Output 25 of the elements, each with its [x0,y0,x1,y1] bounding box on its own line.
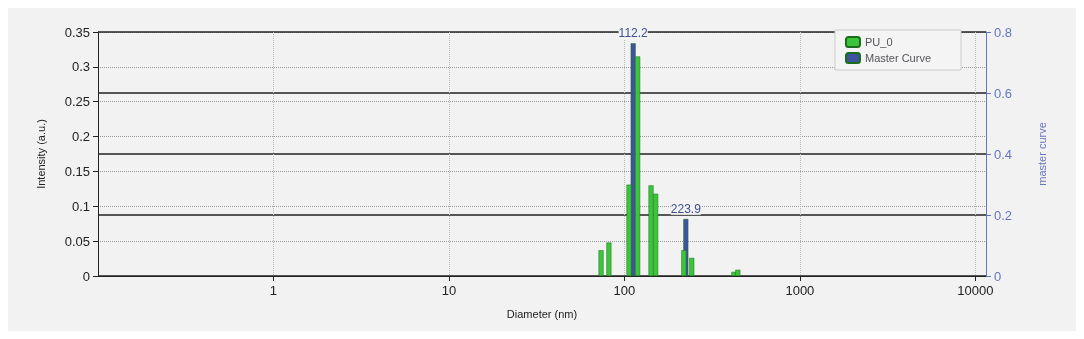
y2-tick-label: 0 [994,268,1002,284]
y-tick-label: 0.15 [64,163,90,179]
y2-axis-title: master curve [1035,122,1048,186]
y-tick-label: 0.1 [71,198,90,214]
x-tick-label: 10000 [957,283,994,298]
x-axis-title: Diameter (nm) [506,307,578,320]
legend-label: Master Curve [864,52,932,64]
y2-tick-label: 0.4 [994,146,1013,162]
annotation: 112.2 [618,26,649,41]
y-tick-label: 0 [82,268,90,284]
x-tick-label: 100 [613,283,636,298]
x-tick-label: 1000 [785,283,815,298]
y-tick-label: 0.25 [64,94,90,110]
annotation: 223.9 [670,201,702,216]
y2-tick-label: 0.8 [994,24,1013,40]
legend-label: PU_0 [864,36,893,48]
y2-tick-label: 0.2 [994,207,1013,223]
y-axis-title: Intensity (a.u.) [34,119,47,189]
x-tick-label: 10 [441,283,457,298]
y-tick-label: 0.35 [64,24,90,40]
x-tick-label: 1 [269,283,278,298]
y2-tick-label: 0.6 [994,85,1013,101]
y-tick-label: 0.2 [71,129,90,145]
y-tick-label: 0.3 [71,59,90,75]
y-tick-label: 0.05 [64,233,90,249]
